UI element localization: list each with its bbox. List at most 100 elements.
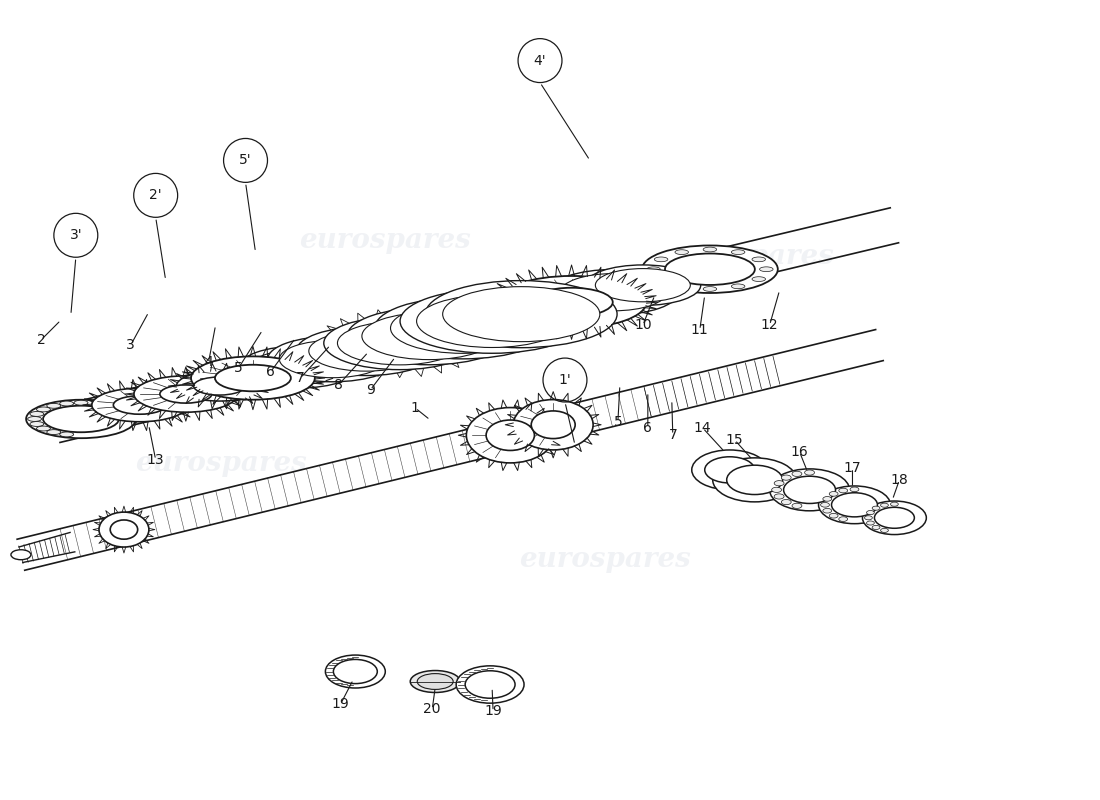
Ellipse shape (647, 267, 660, 271)
Ellipse shape (47, 430, 60, 434)
Ellipse shape (176, 371, 262, 401)
Ellipse shape (26, 400, 136, 438)
Text: eurospares: eurospares (134, 450, 307, 478)
Ellipse shape (732, 250, 745, 254)
Ellipse shape (585, 265, 701, 306)
Ellipse shape (829, 491, 838, 496)
Text: 5': 5' (239, 154, 252, 167)
Ellipse shape (250, 350, 349, 384)
Ellipse shape (874, 507, 914, 528)
Ellipse shape (400, 289, 584, 354)
Ellipse shape (239, 346, 359, 388)
Text: 11: 11 (691, 323, 708, 337)
Ellipse shape (666, 254, 755, 285)
Ellipse shape (642, 246, 778, 293)
Text: 16: 16 (791, 445, 808, 459)
Ellipse shape (417, 674, 453, 690)
Text: 19: 19 (331, 698, 349, 711)
Text: 1: 1 (410, 401, 420, 415)
Ellipse shape (774, 494, 784, 499)
Text: 2': 2' (150, 188, 162, 202)
Text: 4: 4 (205, 355, 213, 369)
Ellipse shape (11, 550, 31, 560)
Ellipse shape (442, 286, 600, 342)
Ellipse shape (338, 322, 462, 365)
Ellipse shape (675, 250, 689, 254)
Text: eurospares: eurospares (519, 546, 691, 574)
Ellipse shape (134, 376, 238, 412)
Ellipse shape (839, 488, 848, 493)
Ellipse shape (497, 276, 647, 328)
Ellipse shape (829, 514, 838, 518)
Text: 5: 5 (234, 361, 243, 375)
Ellipse shape (91, 388, 188, 422)
Text: 19: 19 (484, 705, 502, 718)
Ellipse shape (595, 269, 691, 302)
Ellipse shape (59, 432, 74, 437)
Ellipse shape (74, 400, 88, 405)
Ellipse shape (30, 422, 44, 426)
Ellipse shape (865, 516, 872, 520)
Ellipse shape (47, 403, 60, 408)
Ellipse shape (466, 407, 554, 463)
Ellipse shape (279, 341, 386, 378)
Ellipse shape (43, 406, 119, 432)
Ellipse shape (348, 307, 510, 365)
Ellipse shape (160, 385, 212, 403)
Text: 4': 4' (534, 54, 547, 67)
Text: 20: 20 (424, 702, 441, 717)
Text: 10: 10 (634, 318, 651, 332)
Ellipse shape (732, 284, 745, 289)
Ellipse shape (560, 274, 667, 311)
Ellipse shape (296, 326, 436, 375)
Ellipse shape (30, 411, 44, 416)
Ellipse shape (531, 411, 575, 438)
Text: 6: 6 (266, 365, 275, 379)
Ellipse shape (333, 659, 377, 684)
Ellipse shape (191, 356, 315, 400)
Ellipse shape (881, 503, 889, 507)
Ellipse shape (194, 377, 245, 395)
Ellipse shape (36, 426, 51, 431)
Ellipse shape (692, 450, 768, 490)
Ellipse shape (872, 506, 880, 510)
Ellipse shape (375, 298, 550, 359)
Ellipse shape (713, 458, 796, 502)
Ellipse shape (703, 247, 717, 252)
Ellipse shape (839, 517, 848, 522)
Ellipse shape (821, 502, 829, 507)
Ellipse shape (267, 336, 397, 382)
Text: 1': 1' (559, 373, 571, 387)
Text: 2: 2 (36, 333, 45, 347)
Ellipse shape (760, 267, 773, 271)
Text: 6: 6 (644, 421, 652, 435)
Ellipse shape (514, 400, 593, 450)
Ellipse shape (752, 277, 766, 282)
Ellipse shape (818, 486, 890, 524)
Ellipse shape (530, 288, 613, 317)
Ellipse shape (326, 655, 385, 688)
Ellipse shape (390, 303, 535, 354)
Text: 18: 18 (891, 473, 909, 487)
Ellipse shape (456, 666, 524, 703)
Text: 9: 9 (366, 383, 375, 397)
Ellipse shape (823, 509, 832, 513)
Ellipse shape (867, 521, 875, 525)
Ellipse shape (549, 270, 679, 315)
Ellipse shape (891, 502, 899, 506)
Text: 14: 14 (694, 421, 712, 435)
Ellipse shape (703, 286, 717, 291)
Ellipse shape (36, 407, 51, 412)
Text: 7: 7 (669, 428, 678, 442)
Ellipse shape (850, 487, 859, 492)
Ellipse shape (28, 417, 42, 422)
Text: 12: 12 (761, 318, 779, 332)
Ellipse shape (781, 475, 791, 480)
Text: eurospares: eurospares (299, 226, 471, 254)
Ellipse shape (465, 670, 515, 698)
Text: 5: 5 (614, 415, 623, 429)
Ellipse shape (675, 284, 689, 289)
Text: 17: 17 (844, 461, 861, 475)
Ellipse shape (309, 331, 424, 371)
Ellipse shape (832, 493, 878, 517)
